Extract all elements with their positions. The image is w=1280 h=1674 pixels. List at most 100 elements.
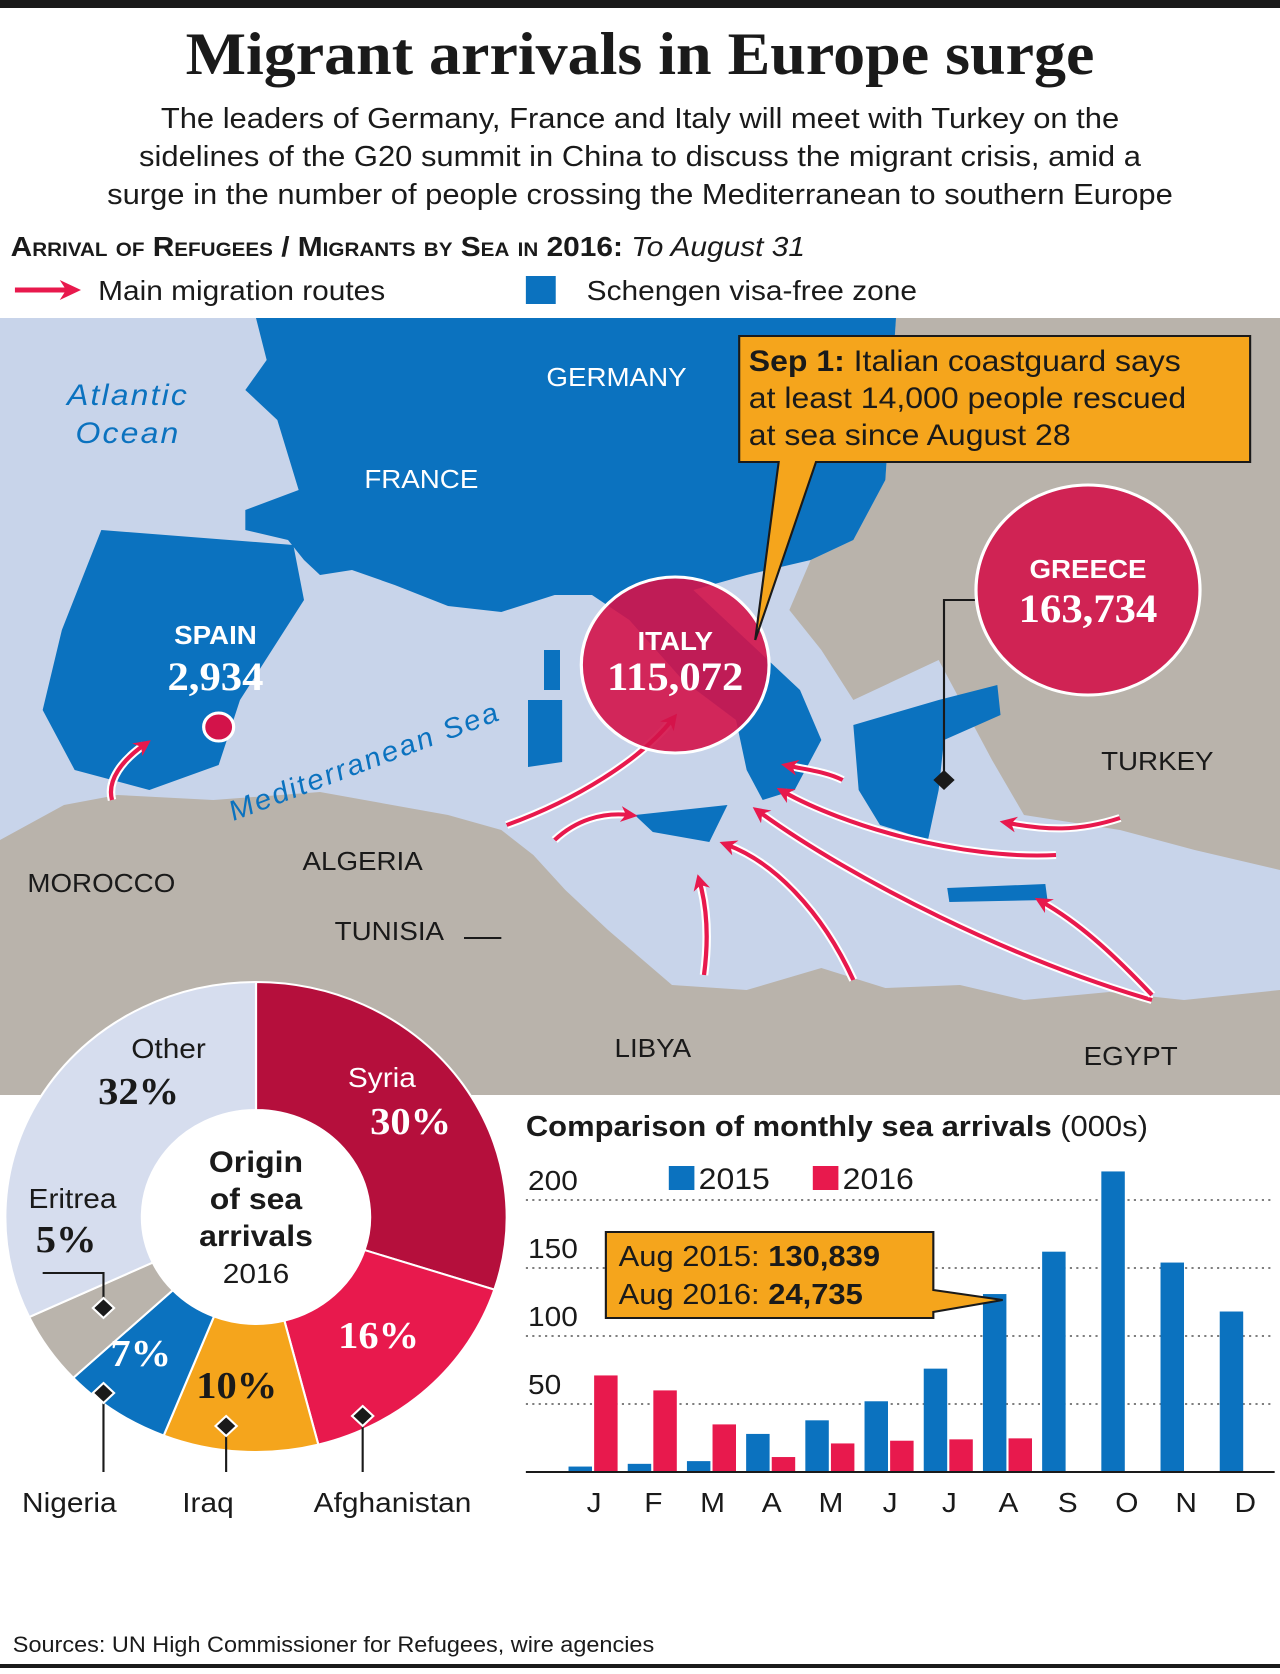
- route-arrow: [781, 759, 844, 782]
- value-label: 5%: [36, 1219, 97, 1261]
- map-label: Atlantic: [65, 378, 189, 412]
- route-arrow: [776, 787, 1057, 858]
- pie-subtitle: 2016: [223, 1259, 289, 1290]
- legend-swatch: [668, 1166, 695, 1190]
- bottom-rule: [0, 1664, 1280, 1668]
- callout-text: Sep 1: Italian coastguard says: [749, 344, 1181, 378]
- bar-title-main: Comparison of monthly sea arrivals: [526, 1111, 1052, 1143]
- callout-line: Italian coastguard says: [854, 344, 1181, 378]
- map-label: Ocean: [76, 416, 181, 450]
- schengen-land: [42, 530, 305, 790]
- map-label: MOROCCO: [27, 869, 175, 898]
- x-tick-label: J: [942, 1488, 957, 1519]
- route-arrow: [752, 807, 1153, 1002]
- x-tick-label: O: [1115, 1488, 1138, 1519]
- title: Migrant arrivals in Europe surge: [186, 22, 1095, 88]
- map-label: TUNISIA: [335, 917, 444, 946]
- legend-label: Main migration routes: [98, 276, 385, 307]
- x-tick-label: A: [762, 1488, 783, 1519]
- leader-marker: [350, 1404, 375, 1428]
- leader-line: [942, 599, 976, 780]
- category-label: Iraq: [182, 1488, 233, 1519]
- bar-unit: (000s): [1060, 1111, 1148, 1143]
- bar: [805, 1420, 829, 1472]
- legend-swatch: [525, 276, 556, 304]
- bar: [686, 1461, 711, 1472]
- section-heading: Arrival of Refugees / Migrants by Sea in…: [11, 232, 805, 263]
- value-label: 16%: [338, 1315, 419, 1357]
- map-label: GERMANY: [546, 363, 686, 392]
- route-arrow: [1034, 897, 1154, 997]
- arrival-circle: [202, 711, 236, 743]
- x-tick-label: M: [818, 1488, 843, 1519]
- y-tick-label: 150: [528, 1234, 578, 1265]
- bar: [830, 1443, 855, 1472]
- value-label: 30%: [370, 1101, 451, 1143]
- pie-slice: [4, 980, 258, 1319]
- pie-slice: [283, 1248, 496, 1446]
- map-label: TURKEY: [1101, 747, 1214, 776]
- callout-date: Sep 1:: [749, 344, 845, 378]
- callout-box: [738, 335, 1252, 641]
- x-tick-label: J: [883, 1488, 898, 1519]
- top-rule: [0, 0, 1280, 8]
- arrival-circle: [974, 483, 1202, 697]
- leader-line: [42, 1272, 105, 1308]
- legend-label: Schengen visa-free zone: [587, 276, 917, 307]
- bar: [1008, 1438, 1032, 1472]
- annotation-label: Aug 2015:: [619, 1241, 760, 1273]
- annotation-box: [604, 1231, 1003, 1319]
- sources: Sources: UN High Commissioner for Refuge…: [13, 1632, 654, 1657]
- x-tick-label: M: [700, 1488, 725, 1519]
- category-label: Eritrea: [29, 1184, 118, 1215]
- arrival-label: 163,734: [1019, 586, 1158, 630]
- route-arrow: [719, 840, 856, 981]
- schengen-land: [853, 685, 1001, 840]
- pie-slice: [254, 980, 508, 1291]
- leader-marker: [91, 1381, 116, 1405]
- bar: [568, 1466, 592, 1472]
- bar: [594, 1375, 618, 1472]
- bar: [1160, 1262, 1184, 1472]
- leader-marker: [213, 1414, 239, 1438]
- route-arrow: [553, 806, 638, 842]
- pie-chart: Syria 30% Afghanistan 16% Iraq 10% Nigeria 7% Er…: [4, 980, 508, 1519]
- route-arrow: [108, 740, 151, 801]
- annotation-value: 24,735: [768, 1279, 863, 1311]
- x-tick-label: D: [1235, 1488, 1257, 1519]
- map-label: LIBYA: [615, 1034, 692, 1063]
- leader-marker: [91, 1296, 116, 1320]
- subtitle: sidelines of the G20 summit in China to …: [139, 141, 1141, 173]
- annotation-label: Aug 2016:: [619, 1279, 760, 1311]
- bar: [982, 1294, 1007, 1472]
- legend-swatch: [812, 1166, 839, 1190]
- bar: [712, 1424, 736, 1472]
- bar: [864, 1401, 888, 1472]
- bar-title: Comparison of monthly sea arrivals (000s…: [526, 1111, 1148, 1143]
- heading: Arrival of Refugees / Migrants by Sea in…: [11, 232, 623, 263]
- legend-label: 2016: [843, 1162, 914, 1196]
- country-label: GREECE: [1029, 555, 1146, 584]
- legend-label: 2015: [699, 1162, 770, 1196]
- x-tick-label: F: [644, 1488, 662, 1519]
- value-label: 10%: [196, 1365, 277, 1407]
- bar: [923, 1368, 948, 1472]
- map-label: ALGERIA: [303, 847, 423, 876]
- arrival-label: 115,072: [607, 654, 743, 698]
- bar: [653, 1390, 677, 1472]
- pie-title: arrivals: [199, 1219, 313, 1253]
- x-tick-label: A: [999, 1488, 1020, 1519]
- x-tick-label: N: [1175, 1488, 1197, 1519]
- bar: [1219, 1311, 1244, 1472]
- map-label: EGYPT: [1084, 1042, 1178, 1071]
- bar: [627, 1463, 652, 1472]
- pie-title: of sea: [210, 1182, 303, 1216]
- category-label: Afghanistan: [314, 1488, 472, 1519]
- route-arrow: [999, 816, 1121, 833]
- pie-title: Origin: [209, 1145, 303, 1179]
- callout-text: at least 14,000 people rescued: [749, 381, 1186, 415]
- subtitle: The leaders of Germany, France and Italy…: [161, 103, 1119, 135]
- arrival-label: 2,934: [167, 654, 263, 698]
- category-label: Other: [131, 1034, 206, 1065]
